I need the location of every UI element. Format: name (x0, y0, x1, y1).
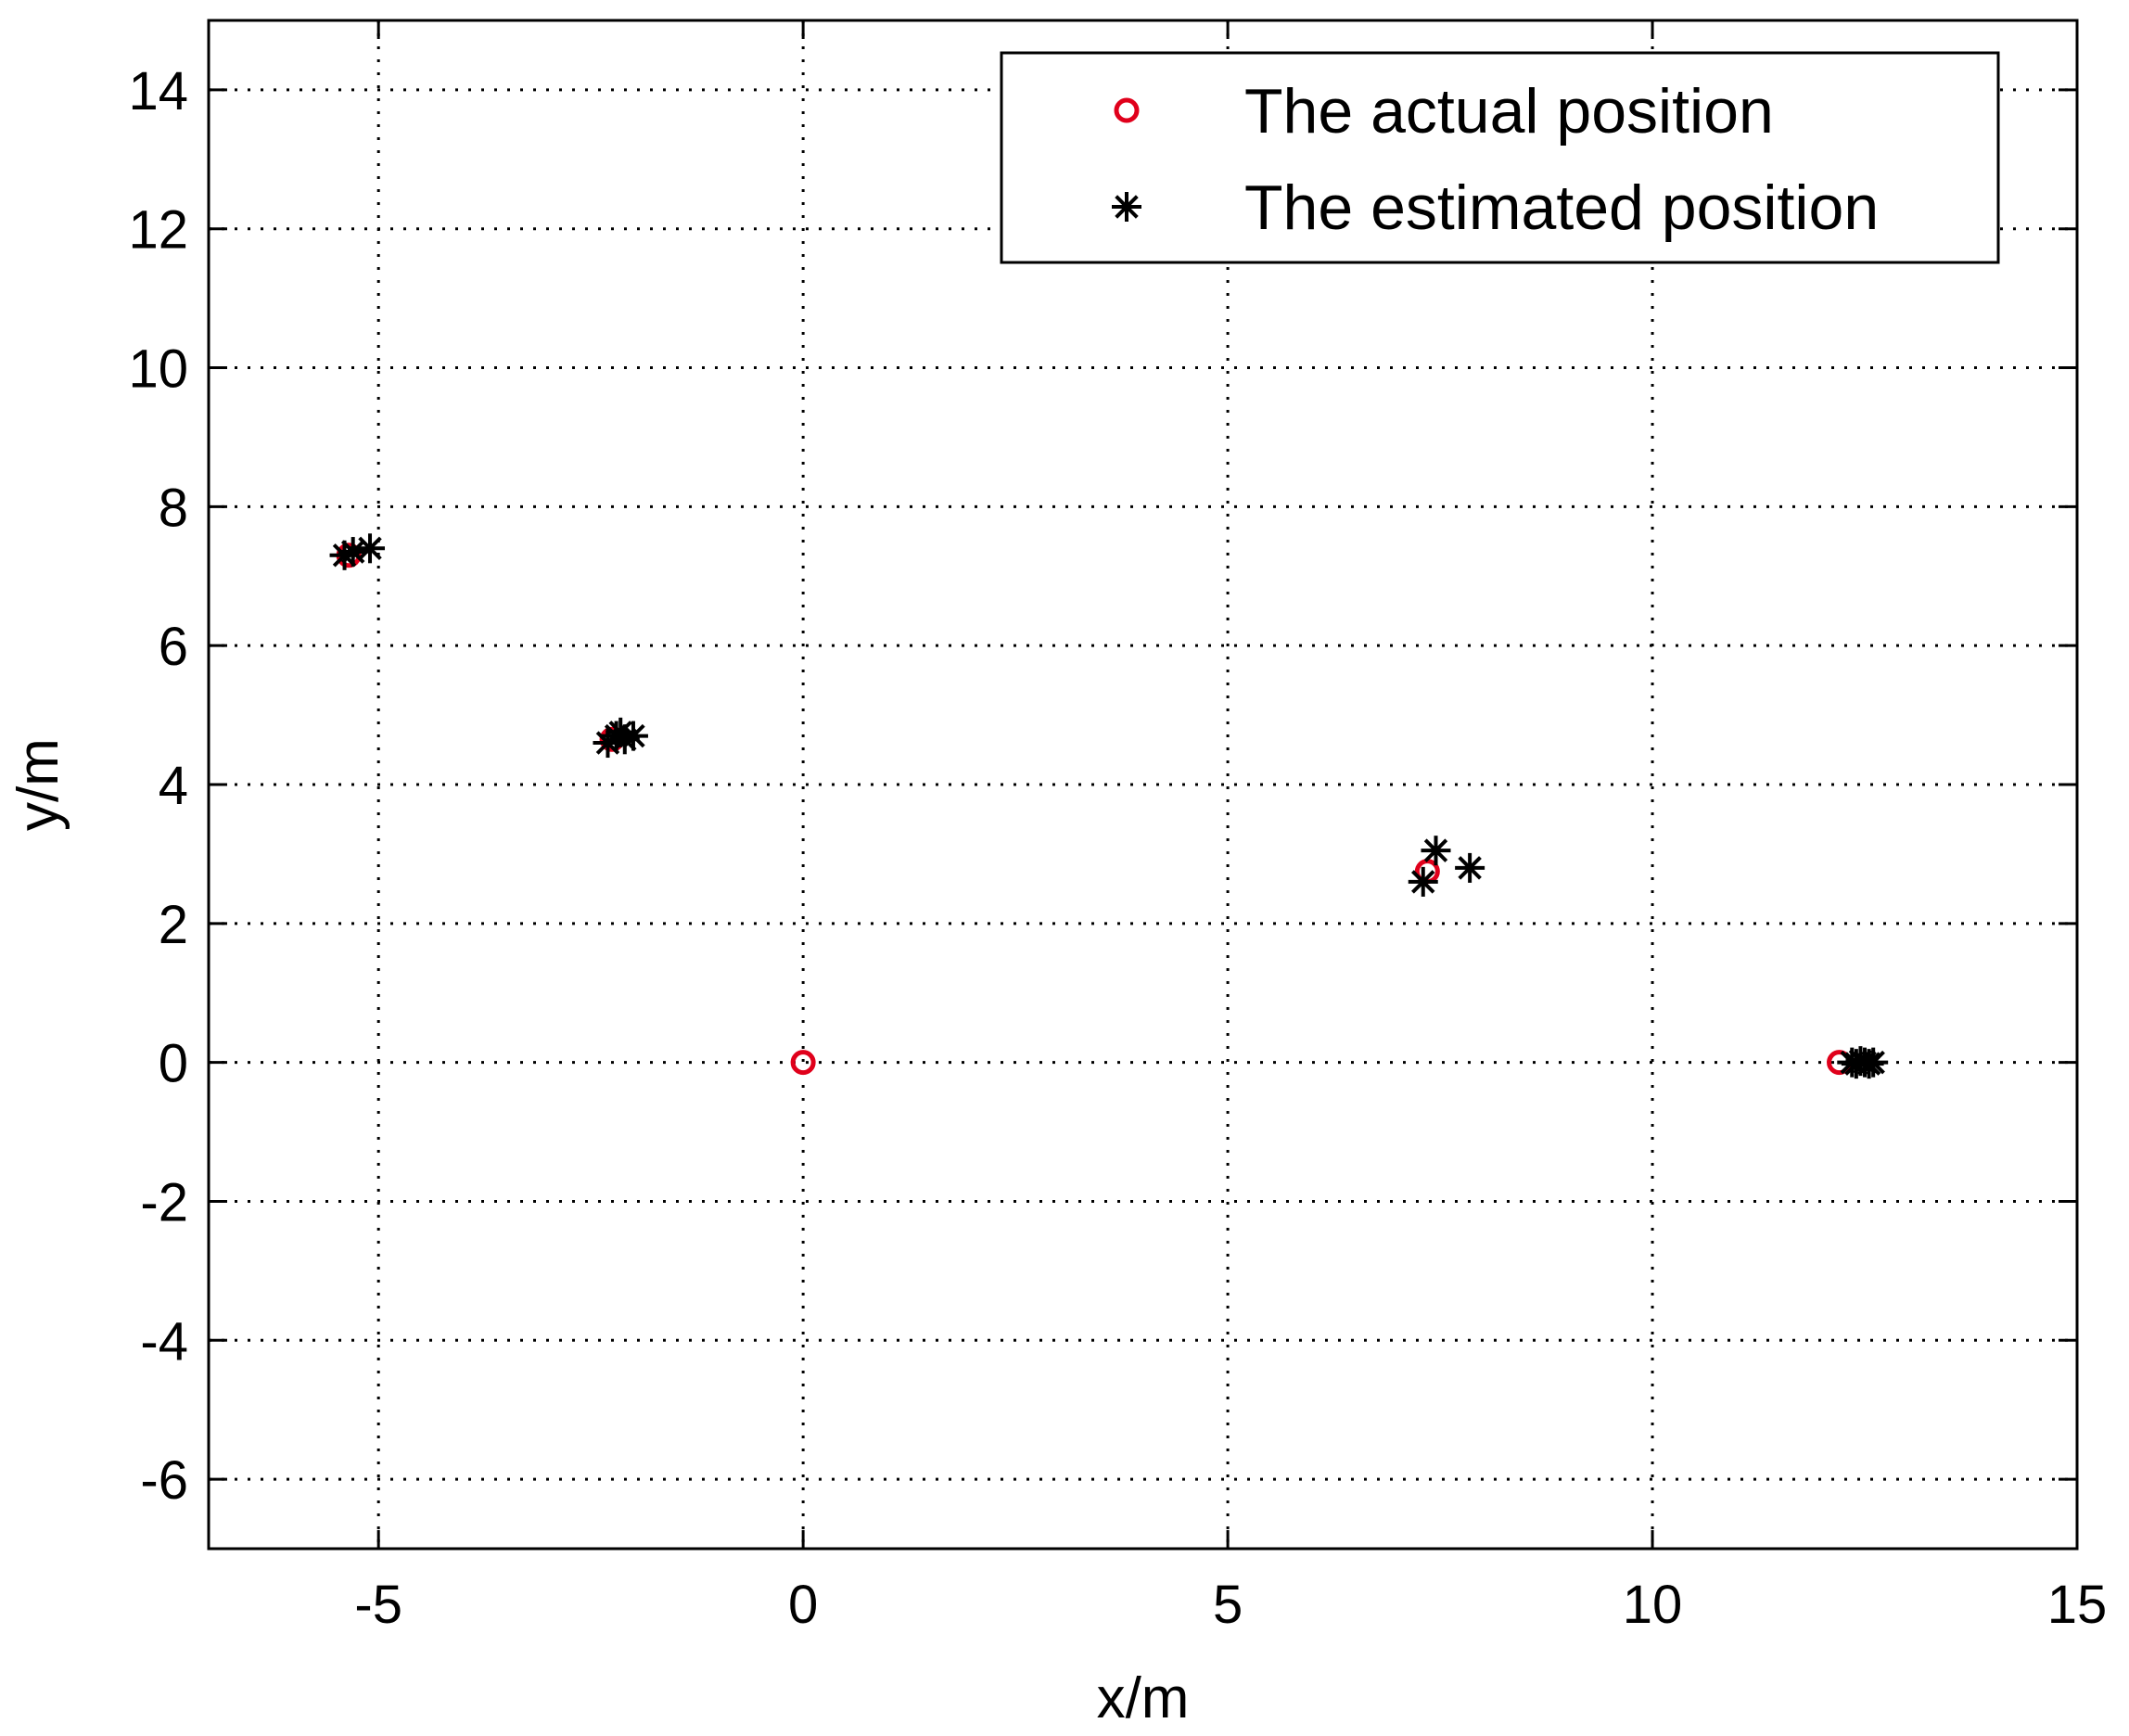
legend-entry-estimated-position: The estimated position (1112, 172, 1879, 243)
legend-marker-asterisk (1112, 192, 1141, 222)
estimated-position-point (355, 533, 386, 564)
x-tick-label: 5 (1213, 1575, 1243, 1635)
y-tick-label: -2 (140, 1172, 188, 1232)
grid (209, 20, 2077, 1549)
x-tick-label: 15 (2047, 1575, 2108, 1635)
x-tick-label: 10 (1623, 1575, 1683, 1635)
data-points (329, 533, 1889, 1079)
y-tick-labels: -6 -4 -2 0 2 4 6 8 10 12 14 (128, 61, 188, 1511)
estimated-position-point (1858, 1047, 1889, 1078)
y-tick-label: -4 (140, 1311, 188, 1372)
legend-box (1000, 51, 2000, 264)
x-tick-label: -5 (354, 1575, 402, 1635)
plot-area-frame (207, 19, 2079, 1551)
asterisk-stroke (1861, 1050, 1885, 1075)
asterisk-stroke (1411, 870, 1435, 894)
estimated-position-point (1408, 866, 1438, 897)
legend-label-actual-position: The actual position (1244, 76, 1774, 147)
y-tick-label: 8 (159, 478, 188, 538)
legend-marker-circle (1114, 97, 1140, 123)
legend-entry-actual-position: The actual position (1114, 76, 1774, 147)
y-tick-label: 6 (159, 617, 188, 677)
legend-circle-symbol (1114, 97, 1140, 123)
asterisk-stroke (1458, 856, 1482, 880)
y-tick-label: 0 (159, 1034, 188, 1094)
y-tick-label: 4 (159, 756, 188, 816)
y-tick-label: -6 (140, 1450, 188, 1511)
asterisk-stroke (358, 536, 382, 561)
estimated-position-point (618, 721, 648, 751)
asterisk-stroke (1115, 195, 1139, 219)
y-tick-label: 2 (159, 895, 188, 955)
legend-asterisk-symbol (1112, 192, 1141, 222)
y-tick-label: 14 (128, 61, 188, 121)
x-axis-label: x/m (1097, 1666, 1190, 1730)
legend: The actual position The estimated positi… (1000, 51, 2000, 264)
asterisk-stroke (1423, 838, 1448, 862)
legend-label-estimated-position: The estimated position (1244, 172, 1879, 243)
asterisk-stroke (340, 540, 365, 564)
x-tick-labels: -5 0 5 10 15 (354, 1575, 2107, 1635)
asterisk-stroke (621, 723, 645, 748)
y-axis-label: y/m (6, 738, 70, 831)
estimated-position-point (1455, 852, 1485, 883)
y-tick-label: 10 (128, 339, 188, 400)
x-tick-label: 0 (788, 1575, 818, 1635)
asterisk-stroke (608, 721, 632, 745)
actual-position-point (790, 1050, 816, 1076)
y-tick-label: 12 (128, 200, 188, 261)
estimated-position-point (1421, 836, 1451, 866)
